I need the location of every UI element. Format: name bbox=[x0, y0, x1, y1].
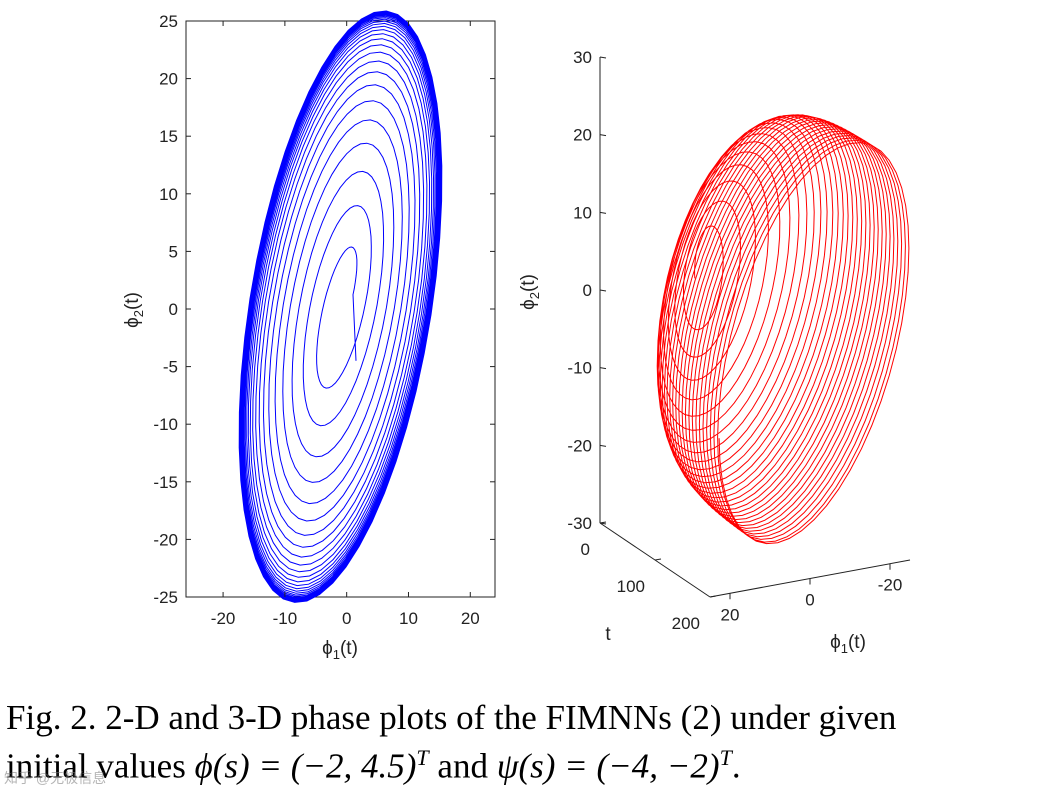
t-tick-3d bbox=[709, 595, 717, 598]
phi2-tick-3d bbox=[599, 211, 607, 214]
x-tick-label-2d: -20 bbox=[211, 609, 236, 628]
caption-and: and bbox=[428, 746, 497, 786]
trajectory-3d bbox=[656, 114, 910, 545]
caption-psi-transpose: T bbox=[719, 745, 732, 770]
y-tick-label-2d: -10 bbox=[153, 415, 178, 434]
figure-caption: Fig. 2. 2-D and 3-D phase plots of the F… bbox=[6, 698, 1051, 787]
caption-phi-transpose: T bbox=[416, 745, 429, 770]
figure: -20 -10 0 10 20 -25 -20 -15 -10 -5 0 5 10 15 20 25 ϕ1(… bbox=[122, 10, 911, 662]
y-tick-label-2d: 5 bbox=[169, 242, 178, 261]
chart-2d-phase-plot: -20 -10 0 10 20 -25 -20 -15 -10 -5 0 5 10 15 20 25 ϕ1(… bbox=[122, 10, 496, 662]
phi2-axis-label-3d: ϕ2(t) bbox=[518, 274, 542, 310]
phi2-tick-3d bbox=[599, 134, 607, 137]
phi2-tick-3d bbox=[599, 289, 607, 292]
y-tick-label-2d: -25 bbox=[153, 588, 178, 607]
y-tick-label-2d: -15 bbox=[153, 473, 178, 492]
phi2-tick-label-3d: 10 bbox=[573, 203, 592, 222]
trajectory-3d-line bbox=[656, 114, 910, 545]
y-tick-label-2d: 15 bbox=[159, 127, 178, 146]
phi2-tick-3d bbox=[599, 56, 607, 59]
t-tick-label-3d: 0 bbox=[581, 540, 590, 559]
caption-line-1: Fig. 2. 2-D and 3-D phase plots of the F… bbox=[6, 698, 897, 737]
phi2-tick-3d bbox=[599, 522, 607, 525]
phi2-tick-label-3d: -30 bbox=[567, 514, 592, 533]
caption-period: . bbox=[731, 746, 741, 786]
watermark: 知乎 @无极信息 bbox=[4, 770, 107, 786]
y-tick-label-2d: 0 bbox=[169, 300, 178, 319]
y-tick-label-2d: -5 bbox=[163, 358, 178, 377]
trajectory-2d-line bbox=[238, 10, 443, 603]
y-axis-label-2d: ϕ2(t) bbox=[122, 292, 146, 328]
x-axis-label-2d: ϕ1(t) bbox=[322, 638, 358, 662]
phi1-tick-label-3d: 0 bbox=[805, 591, 814, 610]
phi2-tick-3d bbox=[599, 444, 607, 447]
y-tick-label-2d: 20 bbox=[159, 70, 178, 89]
t-tick-3d bbox=[654, 558, 662, 561]
phi2-tick-label-3d: -20 bbox=[567, 436, 592, 455]
caption-psi-value: ψ(s) = (−4, −2) bbox=[496, 746, 720, 786]
phi2-tick-label-3d: 20 bbox=[573, 126, 592, 145]
x-tick-label-2d: -10 bbox=[273, 609, 298, 628]
trajectory-2d bbox=[238, 10, 443, 603]
t-tick-label-3d: 200 bbox=[672, 614, 700, 633]
caption-phi-value: ϕ(s) = (−2, 4.5) bbox=[194, 746, 417, 786]
x-tick-label-2d: 10 bbox=[399, 609, 418, 628]
phi2-tick-label-3d: -10 bbox=[567, 359, 592, 378]
phi1-axis-label-3d: ϕ1(t) bbox=[830, 632, 866, 656]
caption-initial-values: initial values bbox=[6, 746, 195, 786]
y-tick-label-2d: -20 bbox=[153, 530, 178, 549]
y-tick-label-2d: 10 bbox=[159, 185, 178, 204]
t-axis-label-3d: t bbox=[605, 624, 611, 645]
phi2-tick-3d bbox=[599, 367, 607, 370]
y-tick-label-2d: 25 bbox=[159, 12, 178, 31]
caption-line-2: initial values ϕ(s) = (−2, 4.5)T and ψ(s… bbox=[6, 738, 1051, 787]
phi2-tick-label-3d: 0 bbox=[583, 281, 592, 300]
t-tick-label-3d: 100 bbox=[617, 577, 645, 596]
phi2-tick-label-3d: 30 bbox=[573, 48, 592, 67]
phi1-tick-label-3d: -20 bbox=[878, 576, 903, 595]
x-tick-label-2d: 20 bbox=[461, 609, 480, 628]
x-tick-label-2d: 0 bbox=[342, 609, 351, 628]
phi1-tick-label-3d: 20 bbox=[721, 605, 740, 624]
